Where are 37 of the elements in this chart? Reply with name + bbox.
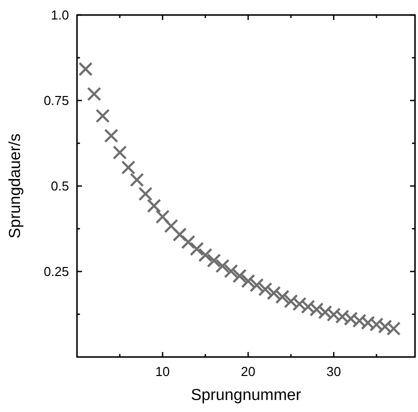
- point: [172, 227, 187, 242]
- point: [292, 296, 307, 312]
- point: [284, 294, 298, 308]
- point: [266, 286, 281, 300]
- point: [87, 86, 102, 102]
- y-tick-label: 0.75: [44, 93, 69, 108]
- point: [96, 108, 110, 123]
- point: [138, 186, 153, 201]
- point: [112, 145, 127, 160]
- point: [130, 172, 144, 187]
- x-tick-label: 20: [240, 364, 256, 379]
- point: [250, 278, 264, 292]
- point: [164, 218, 178, 234]
- point: [232, 268, 247, 284]
- point: [198, 248, 212, 262]
- point: [215, 258, 230, 274]
- point: [206, 253, 222, 268]
- point: [181, 234, 196, 250]
- point: [146, 198, 162, 213]
- point: [78, 62, 93, 76]
- point: [309, 302, 324, 317]
- x-tick-label: 10: [155, 364, 170, 379]
- x-tick-label: 30: [326, 364, 341, 379]
- point: [104, 128, 118, 143]
- x-axis-title: Sprungnummer: [190, 387, 302, 404]
- point: [300, 300, 316, 314]
- point: [224, 264, 238, 278]
- point: [275, 290, 290, 304]
- point: [258, 282, 272, 296]
- point: [190, 242, 204, 256]
- y-axis-title: Sprungdauer/s: [7, 134, 24, 238]
- y-tick-label: 0.5: [50, 178, 69, 194]
- point: [155, 210, 170, 224]
- y-tick-label: 0.25: [44, 264, 69, 280]
- point: [121, 160, 136, 175]
- point: [241, 274, 256, 288]
- y-tick-label: 1.0: [50, 8, 69, 23]
